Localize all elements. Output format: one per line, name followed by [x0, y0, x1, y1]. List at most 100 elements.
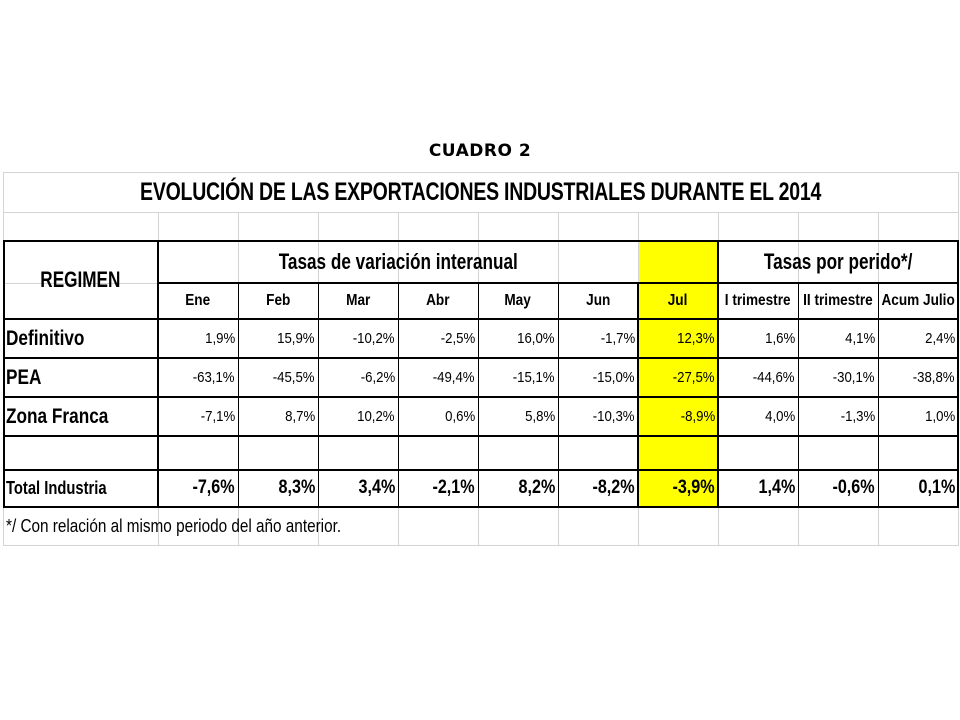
- column-header: Ene: [158, 283, 238, 319]
- cell-value: 2,4%: [924, 330, 955, 347]
- row-label: Definitivo: [3, 319, 158, 358]
- border-v-thin: [878, 283, 879, 506]
- cell-value: -10,3%: [593, 408, 635, 425]
- cell-value: 12,3%: [677, 330, 715, 347]
- table-cell: -38,8%: [878, 358, 958, 397]
- column-header-text: Feb: [265, 292, 291, 309]
- cell-value: 8,7%: [284, 408, 315, 425]
- gridline-h: [3, 545, 959, 546]
- row-label-text: Definitivo: [6, 326, 85, 350]
- total-cell-value: -7,6%: [192, 477, 235, 498]
- caption: CUADRO 2: [428, 141, 532, 161]
- column-header: Abr: [398, 283, 478, 319]
- column-header-text: Mar: [345, 292, 371, 309]
- total-cell: 8,3%: [238, 470, 318, 506]
- total-cell: -8,2%: [558, 470, 638, 506]
- table-cell: -30,1%: [798, 358, 878, 397]
- group-period-header: Tasas por perido*/: [718, 241, 958, 283]
- cell-value: -30,1%: [833, 369, 875, 386]
- column-header-text: Jul: [668, 292, 688, 309]
- table-cell: 10,2%: [318, 397, 398, 436]
- cell-value: 1,9%: [204, 330, 235, 347]
- table-cell: -1,7%: [558, 319, 638, 358]
- border-h: [3, 396, 959, 398]
- cell-value: -63,1%: [193, 369, 235, 386]
- table-cell: -2,5%: [398, 319, 478, 358]
- table-cell: 0,6%: [398, 397, 478, 436]
- border-v-thin: [638, 283, 639, 506]
- column-header: May: [478, 283, 558, 319]
- gridline-v: [3, 172, 4, 212]
- cell-value: -27,5%: [673, 369, 715, 386]
- border-v-thin: [398, 283, 399, 506]
- table-cell: -49,4%: [398, 358, 478, 397]
- table-cell: -10,2%: [318, 319, 398, 358]
- cell-value: -1,7%: [600, 330, 635, 347]
- total-cell: 8,2%: [478, 470, 558, 506]
- total-cell-value: -0,6%: [832, 477, 875, 498]
- total-cell: -7,6%: [158, 470, 238, 506]
- regimen-header-text: REGIMEN: [40, 267, 121, 292]
- total-cell-value: 1,4%: [758, 477, 795, 498]
- total-cell: -3,9%: [638, 470, 718, 506]
- table-cell: -15,1%: [478, 358, 558, 397]
- table-cell: 4,1%: [798, 319, 878, 358]
- total-cell-value: 8,3%: [278, 477, 315, 498]
- border-h: [3, 435, 959, 437]
- border-h: [3, 469, 959, 471]
- table-cell: -7,1%: [158, 397, 238, 436]
- border-v: [157, 241, 159, 507]
- footnote-text: */ Con relación al mismo periodo del año…: [6, 515, 342, 536]
- cell-value: -10,2%: [353, 330, 395, 347]
- total-cell-value: -8,2%: [592, 477, 635, 498]
- row-label-text: Zona Franca: [6, 404, 109, 428]
- column-header: Jul: [638, 283, 718, 319]
- total-cell: 1,4%: [718, 470, 798, 506]
- group-period-text: Tasas por perido*/: [763, 249, 913, 274]
- column-header-text: Ene: [185, 292, 211, 309]
- column-header-text: May: [504, 292, 532, 309]
- column-header-text: Abr: [426, 292, 450, 309]
- cell-value: -45,5%: [273, 369, 315, 386]
- total-cell: -2,1%: [398, 470, 478, 506]
- table-cell: -45,5%: [238, 358, 318, 397]
- column-header-text: II trimestre: [803, 292, 873, 309]
- gridline-h: [3, 212, 959, 213]
- regimen-header: REGIMEN: [3, 241, 158, 319]
- cell-value: -6,2%: [360, 369, 395, 386]
- total-cell-value: 0,1%: [918, 477, 955, 498]
- border-v-thin: [478, 283, 479, 506]
- row-label: Zona Franca: [3, 397, 158, 436]
- cell-value: 0,6%: [444, 408, 475, 425]
- table-cell: 1,6%: [718, 319, 798, 358]
- group-monthly-header: Tasas de variación interanual: [158, 241, 638, 283]
- total-row-label: Total Industria: [3, 470, 158, 506]
- border-v: [957, 241, 959, 507]
- total-row-label-text: Total Industria: [6, 477, 107, 498]
- cell-value: 1,0%: [924, 408, 955, 425]
- cell-value: 4,1%: [844, 330, 875, 347]
- column-header: Jun: [558, 283, 638, 319]
- column-header-text: I trimestre: [725, 292, 791, 309]
- column-header: II trimestre: [798, 283, 878, 319]
- cell-value: 1,6%: [764, 330, 795, 347]
- table-cell: 1,9%: [158, 319, 238, 358]
- border-v-thin: [238, 283, 239, 506]
- border-h: [3, 240, 959, 242]
- table-cell: -63,1%: [158, 358, 238, 397]
- table-cell: -6,2%: [318, 358, 398, 397]
- cell-value: -15,0%: [593, 369, 635, 386]
- row-label: PEA: [3, 358, 158, 397]
- border-v: [3, 241, 5, 507]
- total-cell: -0,6%: [798, 470, 878, 506]
- table-cell: -10,3%: [558, 397, 638, 436]
- total-cell: 3,4%: [318, 470, 398, 506]
- cell-value: 15,9%: [277, 330, 315, 347]
- table-cell: 8,7%: [238, 397, 318, 436]
- total-cell-value: 3,4%: [358, 477, 395, 498]
- cell-value: 4,0%: [764, 408, 795, 425]
- border-v-thin: [318, 283, 319, 506]
- gridline-h: [3, 172, 959, 173]
- total-cell-value: 8,2%: [518, 477, 555, 498]
- table-cell: 15,9%: [238, 319, 318, 358]
